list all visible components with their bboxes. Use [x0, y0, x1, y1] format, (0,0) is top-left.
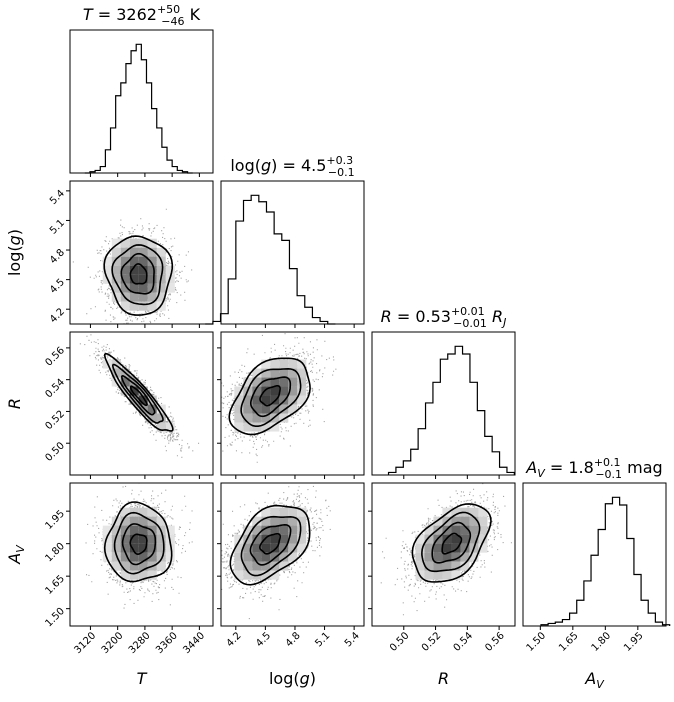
- scatter-points: [72, 208, 193, 324]
- contour-line: [129, 533, 148, 556]
- x-tick-label-logg: 4.2: [225, 630, 244, 649]
- x-tick-label-logg: 5.1: [313, 630, 332, 649]
- y-tick-label-AV: 1.50: [43, 606, 67, 630]
- x-tick-label-T: 3440: [181, 630, 207, 656]
- histogram-logg: [205, 180, 365, 325]
- contour-line: [240, 367, 302, 427]
- contour-line: [113, 511, 165, 575]
- panel-title-AV: AV = 1.8+0.1 −0.1 mag: [525, 456, 662, 481]
- y-axis-label-AV: AV: [5, 544, 27, 565]
- contour-line: [240, 515, 302, 577]
- contour-line: [431, 521, 472, 564]
- y-tick-label-logg: 5.1: [48, 218, 67, 237]
- y-tick-label-R: 0.50: [43, 440, 67, 464]
- x-tick-label-logg: 5.4: [343, 630, 362, 649]
- contour-line: [111, 363, 164, 424]
- panel-title-logg: log(g) = 4.5+0.3 −0.1: [230, 154, 354, 179]
- histogram-R: [371, 331, 516, 476]
- x-tick-label-T: 3280: [127, 630, 153, 656]
- x-tick-label-AV: 1.95: [622, 630, 646, 654]
- contour-line: [129, 385, 148, 407]
- histogram-step-R: [387, 345, 515, 475]
- y-tick-label-logg: 4.5: [48, 277, 67, 296]
- contour-line: [250, 376, 292, 418]
- scatter-logg-vs-T: [69, 180, 214, 325]
- contour-line: [411, 503, 492, 583]
- scatter-AV-vs-T: [69, 482, 214, 627]
- contour-line: [249, 523, 292, 566]
- scatter-AV-vs-R: [371, 482, 516, 627]
- panel-title-R: R = 0.53+0.01 −0.01 RJ: [381, 305, 507, 330]
- y-tick-label-logg: 5.4: [48, 188, 67, 207]
- contour-line: [421, 511, 481, 573]
- contour-line: [129, 263, 148, 285]
- contour-line: [121, 523, 157, 566]
- scatter-AV-vs-logg: [220, 482, 365, 627]
- contour-line: [120, 374, 156, 416]
- x-tick-label-AV: 1.65: [557, 630, 581, 654]
- x-tick-label-T: 3120: [72, 630, 98, 656]
- x-tick-label-AV: 1.50: [525, 630, 549, 654]
- x-tick-label-R: 0.56: [483, 630, 507, 654]
- y-tick-label-R: 0.56: [43, 345, 67, 369]
- panel-title-T: T = 3262+50 −46 K: [83, 3, 201, 28]
- contour-line: [229, 504, 311, 586]
- x-axis-label-logg: log(g): [269, 669, 316, 688]
- y-tick-label-logg: 4.2: [48, 306, 67, 325]
- x-tick-label-R: 0.52: [420, 630, 444, 654]
- x-axis-label-R: R: [438, 669, 449, 688]
- y-axis-label-R: R: [5, 398, 24, 409]
- histogram-step-T: [84, 43, 193, 174]
- x-tick-label-T: 3360: [154, 630, 180, 656]
- histogram-T: [69, 29, 214, 174]
- y-tick-label-AV: 1.95: [43, 508, 67, 532]
- y-tick-label-R: 0.52: [43, 409, 67, 433]
- y-tick-label-AV: 1.80: [43, 541, 67, 565]
- contour-line: [228, 357, 311, 436]
- x-axis-label-AV: AV: [584, 669, 605, 691]
- histogram-step-logg: [205, 194, 336, 325]
- x-tick-label-R: 0.54: [452, 630, 476, 654]
- y-axis-label-logg: log(g): [5, 229, 24, 276]
- contour-line: [103, 235, 174, 316]
- x-axis-label-T: T: [137, 669, 148, 688]
- y-tick-label-logg: 4.8: [48, 247, 67, 266]
- histogram-step-AV: [540, 496, 671, 626]
- contour-line: [103, 501, 173, 583]
- x-tick-label-AV: 1.80: [590, 630, 614, 654]
- y-tick-label-R: 0.54: [43, 377, 67, 401]
- x-tick-label-T: 3200: [100, 630, 126, 656]
- x-tick-label-R: 0.50: [388, 630, 412, 654]
- x-tick-label-logg: 4.8: [284, 630, 303, 649]
- contour-line: [111, 244, 164, 306]
- contour-line: [120, 252, 155, 295]
- x-tick-label-logg: 4.5: [254, 630, 273, 649]
- histogram-AV: [522, 482, 671, 627]
- y-tick-label-AV: 1.65: [43, 573, 67, 597]
- contour-line: [104, 352, 174, 432]
- contour-line: [259, 385, 281, 407]
- scatter-R-vs-logg: [220, 331, 365, 476]
- contour-line: [441, 532, 463, 555]
- contour-line: [258, 533, 282, 555]
- scatter-R-vs-T: [69, 331, 214, 476]
